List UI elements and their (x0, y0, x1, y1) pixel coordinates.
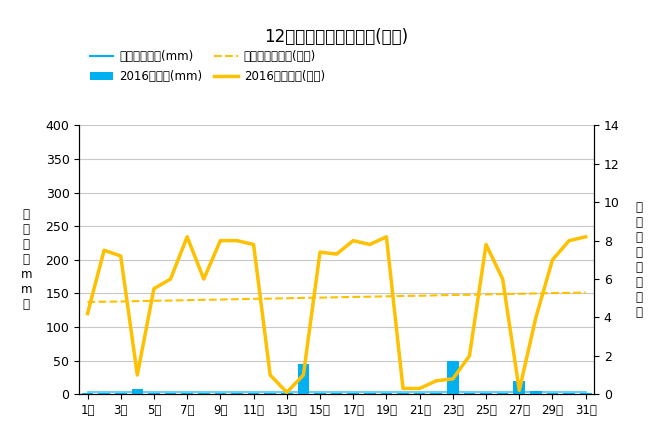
Bar (281, 393, 292, 394)
Bar (447, 361, 459, 394)
Bar (480, 393, 492, 394)
Bar (298, 364, 309, 394)
Bar (98, 393, 110, 394)
Bar (546, 393, 558, 394)
Bar (198, 393, 210, 394)
Bar (331, 393, 343, 394)
Bar (497, 393, 508, 394)
Title: 12月降水量・日照時間(日別): 12月降水量・日照時間(日別) (265, 28, 409, 46)
Bar (115, 393, 127, 394)
Bar (347, 393, 359, 394)
Bar (131, 389, 143, 394)
Bar (165, 393, 176, 394)
Bar (148, 393, 160, 394)
Y-axis label: 降
水
量
（
m
m
）: 降 水 量 （ m m ） (20, 208, 32, 311)
Bar (430, 393, 442, 394)
Bar (265, 393, 276, 394)
Bar (397, 393, 409, 394)
Bar (231, 393, 243, 394)
Bar (580, 393, 591, 394)
Bar (364, 393, 376, 394)
Y-axis label: 日
照
時
間
（
時
間
）: 日 照 時 間 （ 時 間 ） (636, 201, 643, 319)
Bar (314, 393, 326, 394)
Bar (563, 393, 575, 394)
Bar (248, 393, 259, 394)
Bar (530, 391, 542, 394)
Bar (463, 393, 475, 394)
Bar (82, 393, 93, 394)
Bar (513, 381, 525, 394)
Bar (182, 393, 193, 394)
Bar (214, 393, 226, 394)
Bar (414, 393, 426, 394)
Bar (381, 393, 392, 394)
Legend: 降水量平年値(mm), 2016降水量(mm), 日照時間平年値(時間), 2016日照時間(時間): 降水量平年値(mm), 2016降水量(mm), 日照時間平年値(時間), 20… (85, 45, 329, 88)
